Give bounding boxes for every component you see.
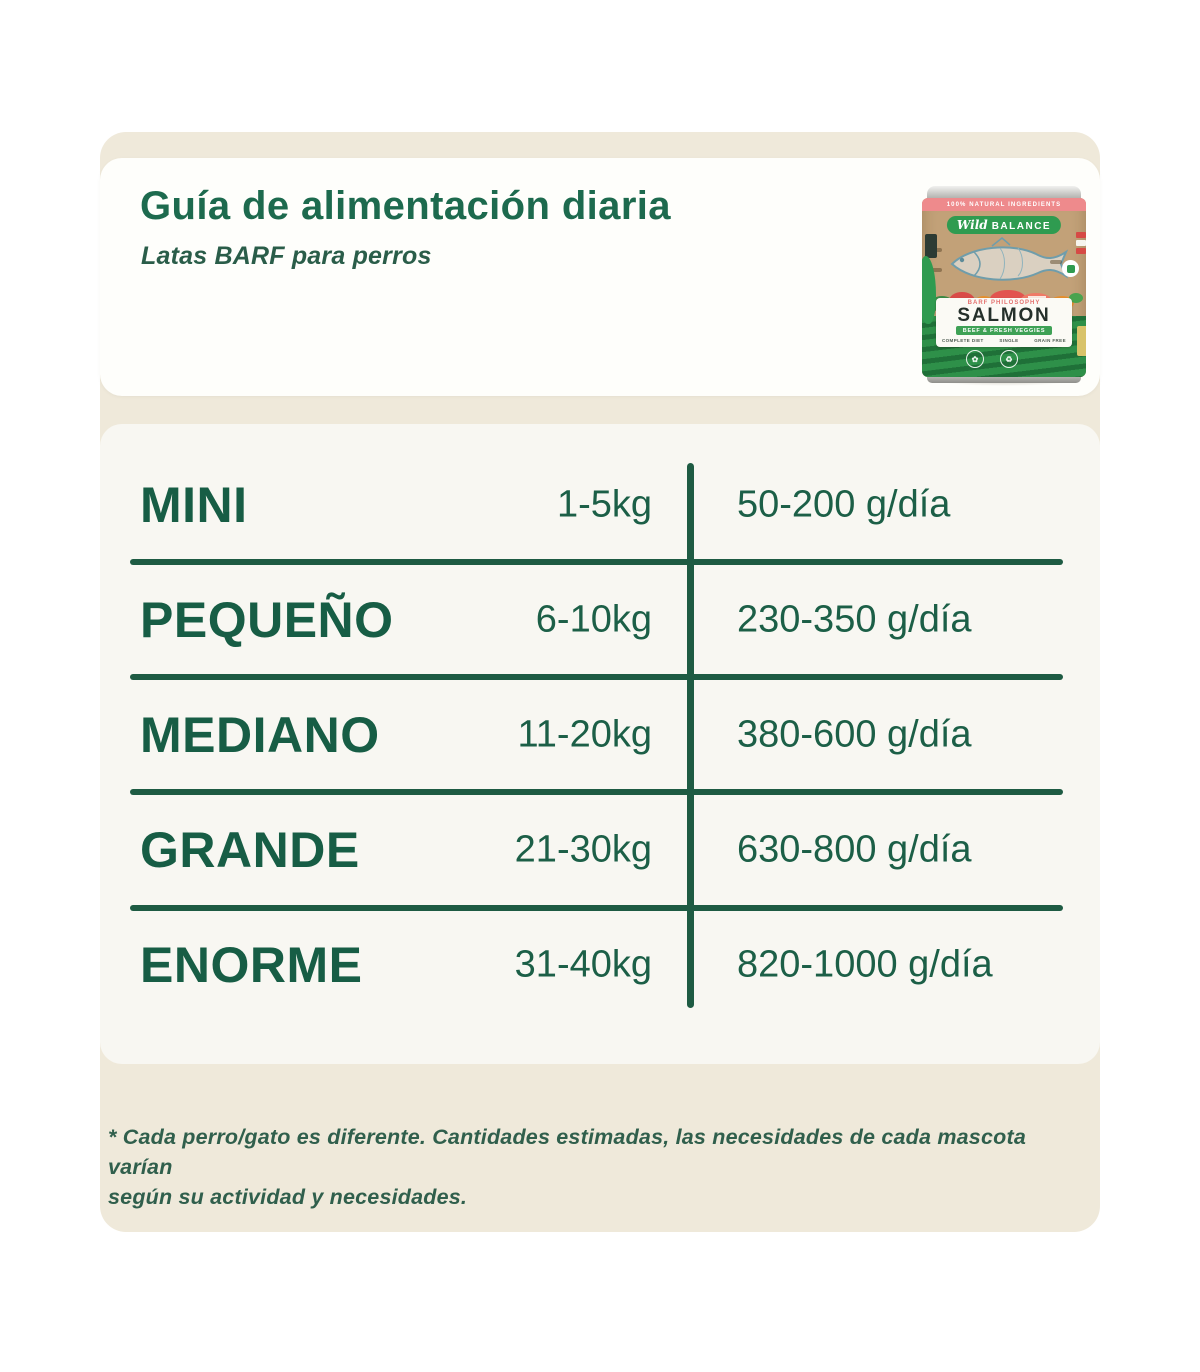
- footnote-line: según su actividad y necesidades.: [108, 1185, 468, 1209]
- daily-amount: 230-350 g/día: [737, 598, 972, 641]
- header-card: Guía de alimentación diaria Latas BARF p…: [100, 158, 1100, 396]
- row-divider: [130, 674, 1063, 680]
- weight-range: 21-30kg: [514, 828, 652, 871]
- size-label: PEQUEÑO: [140, 592, 394, 648]
- claim-label: SINGLE: [999, 338, 1019, 343]
- table-row: MINI 1-5kg 50-200 g/día: [100, 448, 1100, 562]
- green-design-shape: [922, 256, 936, 324]
- weight-range: 11-20kg: [517, 713, 652, 756]
- daily-amount: 50-200 g/día: [737, 483, 951, 526]
- product-name: SALMON: [957, 305, 1051, 326]
- column-divider: [687, 463, 694, 1008]
- claim-label: COMPLETE DIET: [942, 338, 984, 343]
- salmon-fish-icon: [950, 237, 1069, 281]
- flag-icon: [1076, 232, 1086, 238]
- row-divider: [130, 789, 1063, 795]
- weight-range: 1-5kg: [556, 483, 652, 526]
- claim-label: GRAIN FREE: [1034, 338, 1066, 343]
- claims-row: COMPLETE DIET SINGLE GRAIN FREE: [938, 337, 1070, 345]
- can-body: 100% NATURAL INGREDIENTS Wild BALANCE: [922, 198, 1086, 377]
- daily-amount: 630-800 g/día: [737, 828, 972, 871]
- brand-balance-label: BALANCE: [991, 221, 1052, 232]
- round-seal-icon: [1062, 260, 1079, 277]
- brand-wild-label: Wild: [956, 218, 988, 232]
- table-row: PEQUEÑO 6-10kg 230-350 g/día: [100, 563, 1100, 677]
- footnote: * Cada perro/gato es diferente. Cantidad…: [108, 1122, 1078, 1212]
- product-can-image: 100% NATURAL INGREDIENTS Wild BALANCE: [922, 186, 1086, 386]
- table-row: MEDIANO 11-20kg 380-600 g/día: [100, 678, 1100, 792]
- row-divider: [130, 905, 1063, 911]
- daily-amount: 380-600 g/día: [737, 713, 972, 756]
- weight-range: 6-10kg: [535, 598, 652, 641]
- table-row: GRANDE 21-30kg 630-800 g/día: [100, 793, 1100, 907]
- can-top-strip: 100% NATURAL INGREDIENTS: [922, 198, 1086, 211]
- right-flag-badges: [1076, 232, 1086, 256]
- product-subtitle: BEEF & FRESH VEGGIES: [955, 326, 1053, 335]
- fish-illustration-zone: [922, 234, 1086, 292]
- size-label: MEDIANO: [140, 707, 380, 763]
- percent-mark: [930, 268, 942, 272]
- page-title: Guía de alimentación diaria: [140, 184, 671, 228]
- can-top-rim: [927, 186, 1081, 200]
- side-tag: [1077, 326, 1086, 356]
- footnote-line: * Cada perro/gato es diferente. Cantidad…: [108, 1125, 1026, 1179]
- left-badge: [925, 234, 937, 258]
- daily-amount: 820-1000 g/día: [737, 943, 993, 986]
- seal-inner: [1066, 264, 1075, 273]
- percent-mark: [1050, 260, 1062, 264]
- brand-banner: Wild BALANCE: [946, 216, 1062, 234]
- page-subtitle: Latas BARF para perros: [141, 242, 432, 270]
- row-divider: [130, 559, 1063, 565]
- table-row: ENORME 31-40kg 820-1000 g/día: [100, 908, 1100, 1022]
- size-label: GRANDE: [140, 822, 360, 878]
- weight-range: 31-40kg: [514, 943, 652, 986]
- can-bottom-rim: [927, 374, 1081, 383]
- product-label: BARF PHILOSOPHY SALMON BEEF & FRESH VEGG…: [936, 298, 1072, 347]
- size-label: ENORME: [140, 937, 363, 993]
- stamp-seal-icon: ♻: [1000, 350, 1018, 368]
- feeding-table-card: MINI 1-5kg 50-200 g/día PEQUEÑO 6-10kg 2…: [100, 424, 1100, 1064]
- flag-icon: [1076, 240, 1086, 246]
- stamp-seal-icon: ✿: [966, 350, 984, 368]
- flag-icon: [1076, 248, 1086, 254]
- can-top-strip-label: 100% NATURAL INGREDIENTS: [946, 201, 1062, 208]
- barf-philosophy-ribbon: BARF PHILOSOPHY: [967, 300, 1041, 306]
- size-label: MINI: [140, 477, 248, 533]
